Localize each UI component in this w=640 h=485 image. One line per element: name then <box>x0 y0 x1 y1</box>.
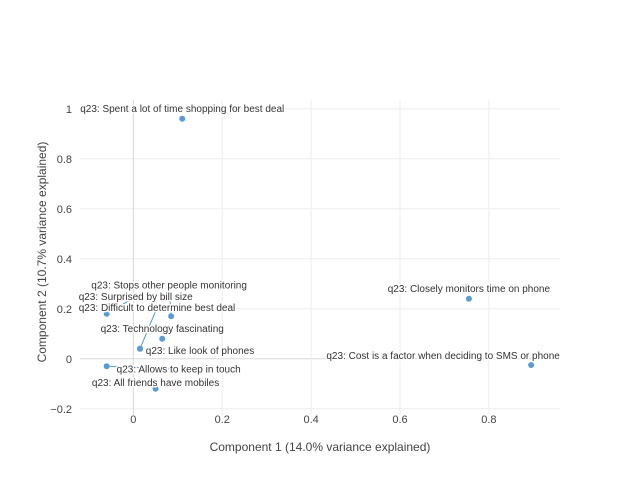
data-points <box>103 115 535 392</box>
y-tick-label: 0.8 <box>57 154 72 166</box>
x-axis-ticks: 0 0.2 0.4 0.6 0.8 <box>130 414 496 426</box>
data-point <box>528 362 535 368</box>
x-axis-title: Component 1 (14.0% variance explained) <box>210 440 431 454</box>
leader-line <box>139 307 158 349</box>
y-tick-label: −0.2 <box>50 404 72 416</box>
data-point <box>152 385 159 392</box>
x-tick-label: 0.2 <box>215 414 230 426</box>
x-tick-label: 0.6 <box>392 414 407 426</box>
x-tick-label: 0.4 <box>303 414 318 426</box>
point-label: q23: Cost is a factor when deciding to S… <box>326 351 560 362</box>
y-axis-title: Component 2 (10.7% variance explained) <box>35 142 49 363</box>
x-tick-label: 0.8 <box>481 414 496 426</box>
data-point <box>103 310 110 317</box>
data-point <box>159 335 166 342</box>
label-leader-lines <box>106 285 179 370</box>
y-tick-label: 0 <box>66 354 72 366</box>
y-axis-ticks: −0.2 0 0.2 0.4 0.6 0.8 1 <box>50 104 72 416</box>
y-tick-label: 0.4 <box>57 254 72 266</box>
data-point <box>179 115 186 122</box>
point-labels: q23: Spent a lot of time shopping for be… <box>77 102 562 390</box>
point-label: q23: Surprised by bill size <box>79 292 193 303</box>
point-label: q23: Closely monitors time on phone <box>388 284 551 295</box>
data-point <box>103 363 110 370</box>
y-tick-label: 0.6 <box>57 204 72 216</box>
point-label: q23: Like look of phones <box>146 346 254 357</box>
leader-line <box>106 296 136 315</box>
point-label: q23: Difficult to determine best deal <box>79 303 236 314</box>
x-tick-label: 0 <box>130 414 136 426</box>
leader-line <box>168 285 172 317</box>
point-label: q23: Technology fascinating <box>101 324 224 335</box>
grid-lines <box>80 100 560 415</box>
point-label: q23: Spent a lot of time shopping for be… <box>80 104 284 115</box>
y-tick-label: 1 <box>66 104 72 116</box>
data-point <box>137 345 143 352</box>
leader-line <box>106 365 179 370</box>
point-label: q23: All friends have mobiles <box>92 378 219 389</box>
y-tick-label: 0.2 <box>57 304 72 316</box>
data-point <box>465 295 472 302</box>
point-label: q23: Allows to keep in touch <box>117 364 241 375</box>
point-label: q23: Stops other people monitoring <box>91 280 247 291</box>
data-point <box>168 313 175 320</box>
